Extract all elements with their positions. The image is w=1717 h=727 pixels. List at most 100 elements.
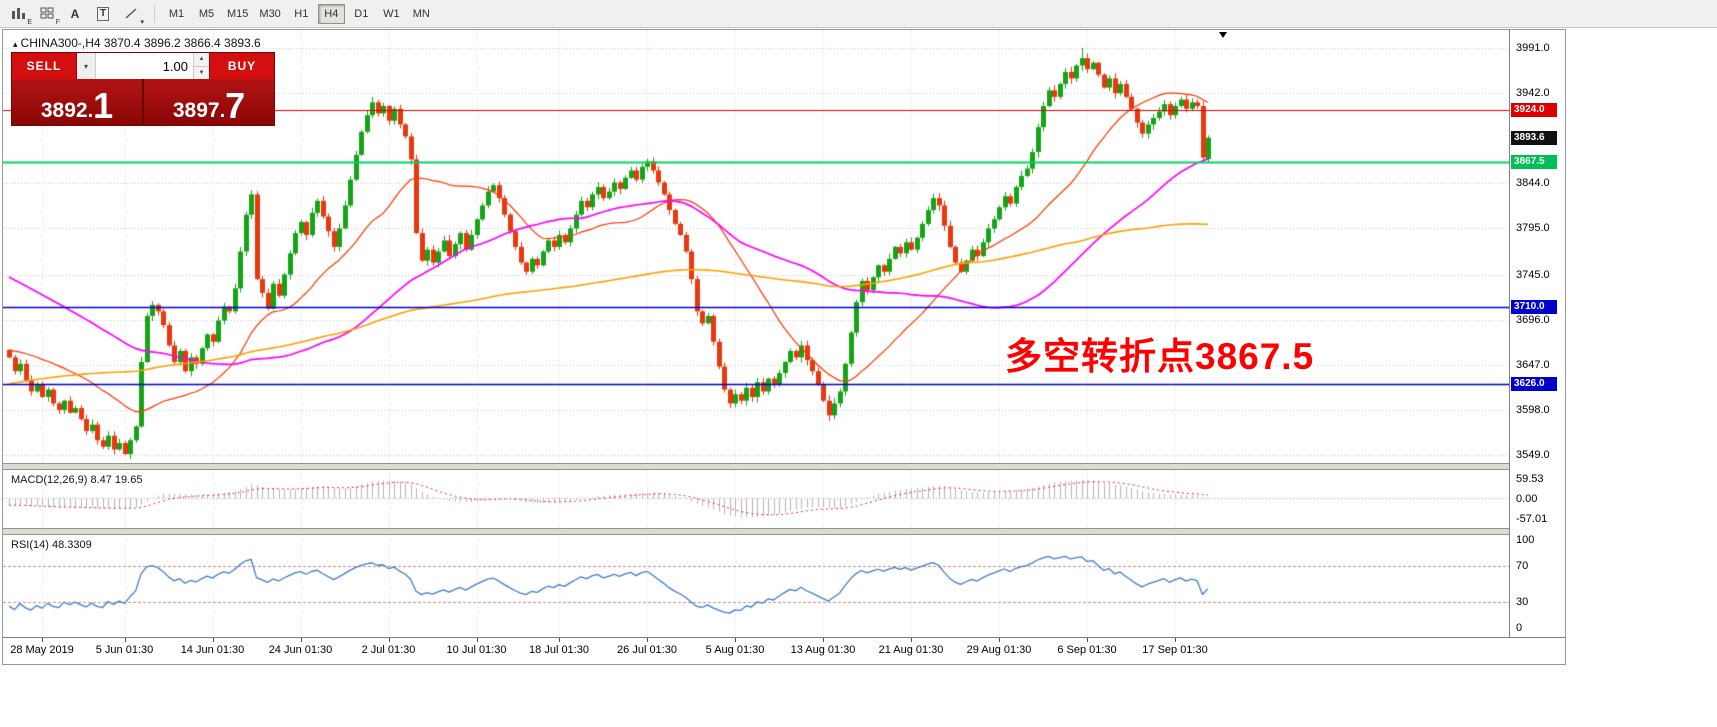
date-label: 17 Sep 01:30	[1142, 644, 1208, 656]
timeframe-H1[interactable]: H1	[288, 4, 315, 24]
date-tickmark	[823, 638, 824, 642]
toolbar: E F A T ▾ M1 M5 M15 M30 H1 H4 D1 W1 MN	[0, 0, 1717, 28]
date-label: 18 Jul 01:30	[529, 644, 589, 656]
volume-stepper: ▲ ▼	[193, 53, 209, 79]
date-tickmark	[647, 638, 648, 642]
date-label: 24 Jun 01:30	[268, 644, 333, 656]
date-tickmark	[477, 638, 478, 642]
date-tickmark	[911, 638, 912, 642]
one-click-trading-panel: SELL ▾ 1.00 ▲ ▼ BUY 3892 . 1	[11, 52, 275, 126]
toolbar-separator	[154, 4, 155, 23]
rsi-indicator-label: RSI(14) 48.3309	[11, 539, 92, 551]
date-label: 10 Jul 01:30	[446, 644, 507, 656]
buy-button[interactable]: BUY	[210, 53, 274, 79]
date-tickmark	[213, 638, 214, 642]
timeframe-M30[interactable]: M30	[255, 4, 284, 24]
macd-chart-canvas[interactable]	[3, 470, 1509, 528]
timeframe-MN[interactable]: MN	[408, 4, 435, 24]
macd-tick-label: 59.53	[1516, 472, 1544, 485]
sell-price-big-digit: 1	[93, 85, 114, 127]
sell-button[interactable]: SELL	[12, 53, 76, 79]
sell-price-dot: .	[87, 100, 94, 122]
trade-panel-top-row: SELL ▾ 1.00 ▲ ▼ BUY	[12, 53, 274, 79]
sell-price-base: 3892	[40, 99, 88, 122]
buy-price-button[interactable]: 3897 . 7	[144, 79, 274, 125]
time-axis-divider	[3, 637, 1565, 638]
drawing-tools-icon[interactable]: ▾	[118, 3, 144, 26]
timeframe-buttons: M1 M5 M15 M30 H1 H4 D1 W1 MN	[163, 3, 438, 24]
date-label: 28 May 2019	[10, 644, 74, 656]
date-label: 26 Jul 01:30	[617, 644, 677, 656]
date-label: 13 Aug 01:30	[790, 644, 856, 656]
drawing-tools-caret: ▾	[140, 18, 144, 26]
text-tool-glyph: T	[96, 6, 110, 21]
volume-down-icon[interactable]: ▼	[194, 66, 209, 79]
price-tick-label: 3844.0	[1516, 177, 1550, 190]
price-axis[interactable]: 3991.0 3942.0 3844.0 3795.0 3745.0 3696.0 3647…	[1509, 30, 1565, 637]
bar-chart-glyph	[12, 7, 25, 19]
date-tickmark	[125, 638, 126, 642]
buy-price-base: 3897	[172, 99, 220, 122]
date-tickmark	[559, 638, 560, 642]
one-click-collapse-icon[interactable]: ▴	[13, 39, 18, 49]
date-tickmark	[389, 638, 390, 642]
date-tickmark	[735, 638, 736, 642]
tile-glyph	[40, 7, 54, 19]
price-tick-label: 3696.0	[1516, 313, 1550, 326]
date-label: 5 Jun 01:30	[95, 644, 154, 656]
cursor-tool-icon[interactable]: A	[62, 3, 88, 25]
macd-tick-label: -57.01	[1516, 512, 1548, 525]
date-tickmark	[1175, 638, 1176, 642]
volume-dropdown-icon[interactable]: ▾	[77, 53, 96, 79]
cursor-tool-glyph: A	[70, 6, 80, 21]
buy-price-dot: .	[219, 100, 226, 122]
trendline-glyph	[125, 8, 136, 19]
volume-field: ▾ 1.00 ▲ ▼	[76, 53, 210, 79]
macd-tick-label: 0.00	[1516, 493, 1538, 506]
price-tick-label: 3549.0	[1516, 449, 1550, 461]
price-tick-label: 3991.0	[1516, 42, 1550, 54]
price-level-chip: 3893.6	[1511, 130, 1557, 145]
price-tick-label: 3745.0	[1516, 268, 1550, 281]
price-tick-label: 3647.0	[1516, 358, 1550, 371]
timeframe-M15[interactable]: M15	[223, 4, 252, 24]
chart-window: ▴ CHINA300-,H4 3870.4 3896.2 3866.4 3893.…	[2, 29, 1566, 665]
chart-shift-marker[interactable]	[1219, 32, 1227, 38]
volume-input[interactable]: 1.00	[162, 58, 188, 74]
timeframe-W1[interactable]: W1	[378, 4, 405, 24]
tile-windows-icon[interactable]: F	[34, 3, 60, 26]
price-level-chip: 3924.0	[1511, 102, 1557, 117]
timeframe-D1[interactable]: D1	[348, 4, 375, 24]
buy-price-big-digit: 7	[225, 85, 246, 127]
price-tick-label: 3795.0	[1516, 222, 1550, 235]
volume-up-icon[interactable]: ▲	[194, 53, 209, 67]
text-tool-icon[interactable]: T	[90, 3, 116, 25]
rsi-tick-label: 100	[1516, 534, 1535, 546]
date-label: 21 Aug 01:30	[878, 644, 944, 656]
date-label: 29 Aug 01:30	[966, 644, 1032, 656]
timeframe-H4[interactable]: H4	[317, 3, 345, 24]
charts-icon[interactable]: E	[6, 3, 32, 26]
date-tickmark	[999, 638, 1000, 642]
time-axis[interactable]: 28 May 2019 5 Jun 01:30 14 Jun 01:30 24 Jun…	[3, 638, 1509, 663]
date-label: 2 Jul 01:30	[361, 644, 416, 656]
rsi-tick-label: 0	[1516, 622, 1523, 634]
price-level-chip: 3626.0	[1511, 377, 1557, 392]
panel-divider-macd[interactable]	[3, 463, 1565, 470]
panel-divider-rsi[interactable]	[3, 528, 1565, 535]
rsi-chart-canvas[interactable]	[3, 535, 1509, 637]
chart-legend: ▴ CHINA300-,H4 3870.4 3896.2 3866.4 3893.…	[13, 36, 261, 50]
date-tickmark	[42, 638, 43, 642]
date-tickmark	[301, 638, 302, 642]
chart-text-annotation: 多空转折点3867.5	[1005, 336, 1315, 377]
timeframe-M5[interactable]: M5	[193, 4, 220, 24]
tile-windows-icon-sub: F	[55, 18, 60, 26]
price-tick-label: 3598.0	[1516, 403, 1550, 416]
price-level-chip: 3710.0	[1511, 299, 1557, 314]
price-level-chip: 3867.5	[1511, 154, 1557, 169]
timeframe-M1[interactable]: M1	[163, 4, 190, 24]
macd-indicator-label: MACD(12,26,9) 8.47 19.65	[11, 474, 143, 486]
sell-price-button[interactable]: 3892 . 1	[12, 79, 144, 125]
charts-icon-sub: E	[27, 18, 32, 26]
rsi-tick-label: 70	[1516, 560, 1529, 573]
